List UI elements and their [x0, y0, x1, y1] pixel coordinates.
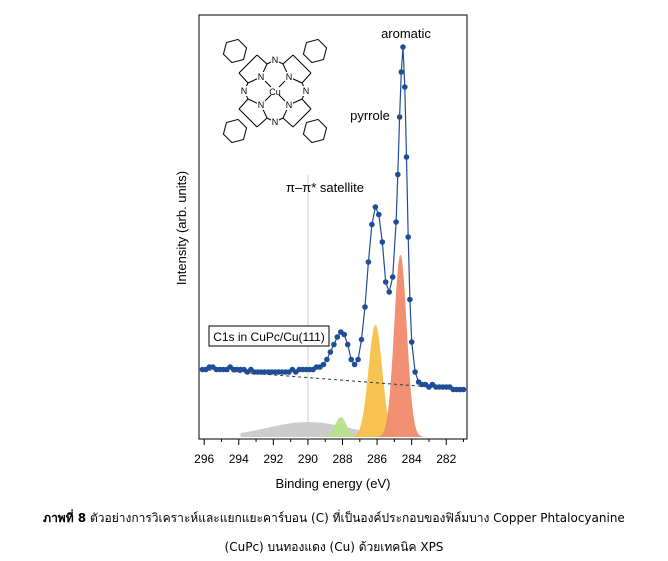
annotation-pyrrole: pyrrole: [350, 108, 390, 123]
data-point: [344, 341, 351, 348]
data-point: [396, 114, 403, 120]
bond: [282, 117, 294, 128]
figure-caption-text-1: ตัวอย่างการวิเคราะห์และแยกแยะคาร์บอน (C)…: [89, 511, 625, 525]
x-tick-label: 290: [298, 452, 318, 466]
x-tick-label: 294: [229, 452, 249, 466]
data-point: [320, 361, 327, 368]
data-point: [412, 369, 418, 375]
benzene-ring: [302, 118, 328, 144]
data-point: [362, 304, 368, 310]
y-axis-title: Intensity (arb. units): [174, 171, 189, 285]
bond: [238, 72, 249, 84]
measured-points: [199, 44, 467, 393]
atom-mask: [271, 117, 279, 127]
data-point: [386, 289, 393, 295]
sample-label: C1s in CuPc/Cu(111): [213, 330, 325, 344]
fit-components: [240, 254, 429, 437]
atom-label: N: [241, 86, 248, 96]
data-point: [334, 334, 341, 340]
figure-caption-label: ภาพที่ 8: [43, 511, 87, 525]
data-point: [400, 44, 406, 50]
data-point: [365, 259, 372, 265]
data-point: [379, 239, 386, 245]
data-point: [398, 69, 405, 75]
cu-atom-label: Cu: [269, 87, 281, 97]
atom-mask: [257, 72, 265, 82]
data-point: [402, 84, 408, 90]
atom-mask: [285, 72, 293, 82]
bond: [292, 108, 312, 128]
figure-caption-line-1: ภาพที่ 8 ตัวอย่างการวิเคราะห์และแยกแยะคา…: [0, 509, 668, 528]
bond: [256, 54, 268, 65]
x-axis: 296 294 292 290 288 286 284 282: [194, 439, 465, 466]
atom-label: N: [286, 72, 293, 82]
data-point: [376, 211, 382, 218]
data-point: [460, 386, 467, 393]
x-tick-label: 284: [402, 452, 422, 466]
data-point: [408, 339, 415, 345]
atom-mask: [302, 86, 310, 96]
bond: [301, 98, 312, 110]
bond: [238, 54, 258, 74]
data-point: [327, 349, 334, 355]
data-point: [355, 356, 361, 363]
atom-label: N: [258, 72, 265, 82]
data-point: [348, 356, 355, 363]
x-tick-label: 286: [367, 452, 387, 466]
bond: [292, 54, 312, 74]
atom-mask: [257, 100, 265, 110]
x-tick-label: 282: [436, 452, 456, 466]
annotation-satellite: π–π* satellite: [286, 180, 364, 195]
data-point: [372, 204, 379, 210]
data-point: [395, 171, 401, 178]
xps-figure: 296 294 292 290 288 286 284 282 Binding energy …: [174, 14, 468, 491]
fit-component-1: [344, 324, 407, 437]
atom-mask: [271, 55, 279, 65]
atom-label: N: [286, 100, 293, 110]
fit-component-2: [314, 417, 367, 437]
data-point: [403, 154, 410, 160]
bond: [256, 117, 268, 128]
x-tick-label: 296: [194, 452, 214, 466]
bond: [238, 98, 249, 110]
atom-mask: [240, 86, 248, 96]
plot-frame: [198, 14, 468, 440]
data-point: [324, 356, 330, 363]
fit-component-0: [371, 254, 429, 437]
data-point: [369, 221, 375, 228]
atom-label: N: [258, 100, 265, 110]
bond: [301, 72, 312, 84]
x-tick-label: 292: [263, 452, 283, 466]
annotation-aromatic: aromatic: [381, 26, 431, 41]
benzene-ring: [222, 118, 248, 144]
data-point: [358, 336, 365, 343]
atom-label: N: [272, 117, 279, 127]
atom-mask: [285, 100, 293, 110]
benzene-ring: [222, 38, 248, 64]
data-point: [389, 274, 396, 280]
atom-label: N: [272, 55, 279, 65]
data-point: [405, 234, 412, 240]
data-point: [351, 361, 358, 368]
data-point: [393, 219, 399, 225]
data-point: [331, 341, 337, 348]
data-point: [382, 279, 389, 285]
benzene-ring: [302, 38, 328, 64]
cu-n-bond: [264, 94, 272, 102]
data-point: [407, 296, 413, 303]
atom-label: N: [303, 86, 310, 96]
figure-caption-line-2: (CuPc) บนทองแดง (Cu) ด้วยเทคนิค XPS: [224, 540, 444, 554]
data-point: [341, 331, 348, 338]
bond: [238, 108, 258, 128]
cu-n-bond: [278, 94, 286, 102]
x-tick-label: 288: [332, 452, 352, 466]
sample-label-box: [208, 325, 330, 347]
cu-n-bond: [264, 80, 272, 88]
bond: [282, 54, 294, 65]
cu-n-bond: [278, 80, 286, 88]
x-axis-title: Binding energy (eV): [276, 476, 391, 491]
